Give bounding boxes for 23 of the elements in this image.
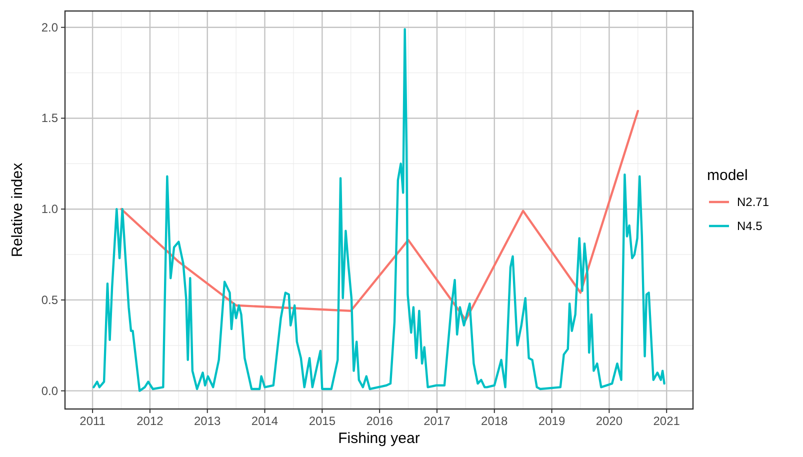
x-tick-label: 2021 [653,414,680,428]
x-tick-label: 2018 [481,414,508,428]
x-axis-title: Fishing year [338,430,420,447]
y-axis-title: Relative index [9,162,26,258]
x-tick-label: 2017 [424,414,451,428]
y-tick-label: 1.0 [41,202,58,216]
y-tick-label: 2.0 [41,20,58,34]
line-series [92,28,666,392]
x-tick-label: 2015 [308,414,336,428]
line-series [120,110,639,322]
y-tick-label: 0.0 [41,384,58,398]
y-tick-label: 0.5 [41,292,58,307]
legend-title: model [707,167,748,184]
x-tick-label: 2012 [136,414,164,428]
x-tick-label: 2020 [596,414,623,428]
x-tick-label: 2013 [194,414,222,428]
x-tick-label: 2011 [80,414,106,428]
legend-label: N2.71 [737,195,770,209]
legend-label: N4.5 [737,219,763,233]
x-tick-label: 2019 [538,414,566,428]
x-tick-label: 2014 [251,414,278,428]
y-tick-label: 1.5 [41,111,58,126]
x-tick-label: 2016 [366,414,394,428]
